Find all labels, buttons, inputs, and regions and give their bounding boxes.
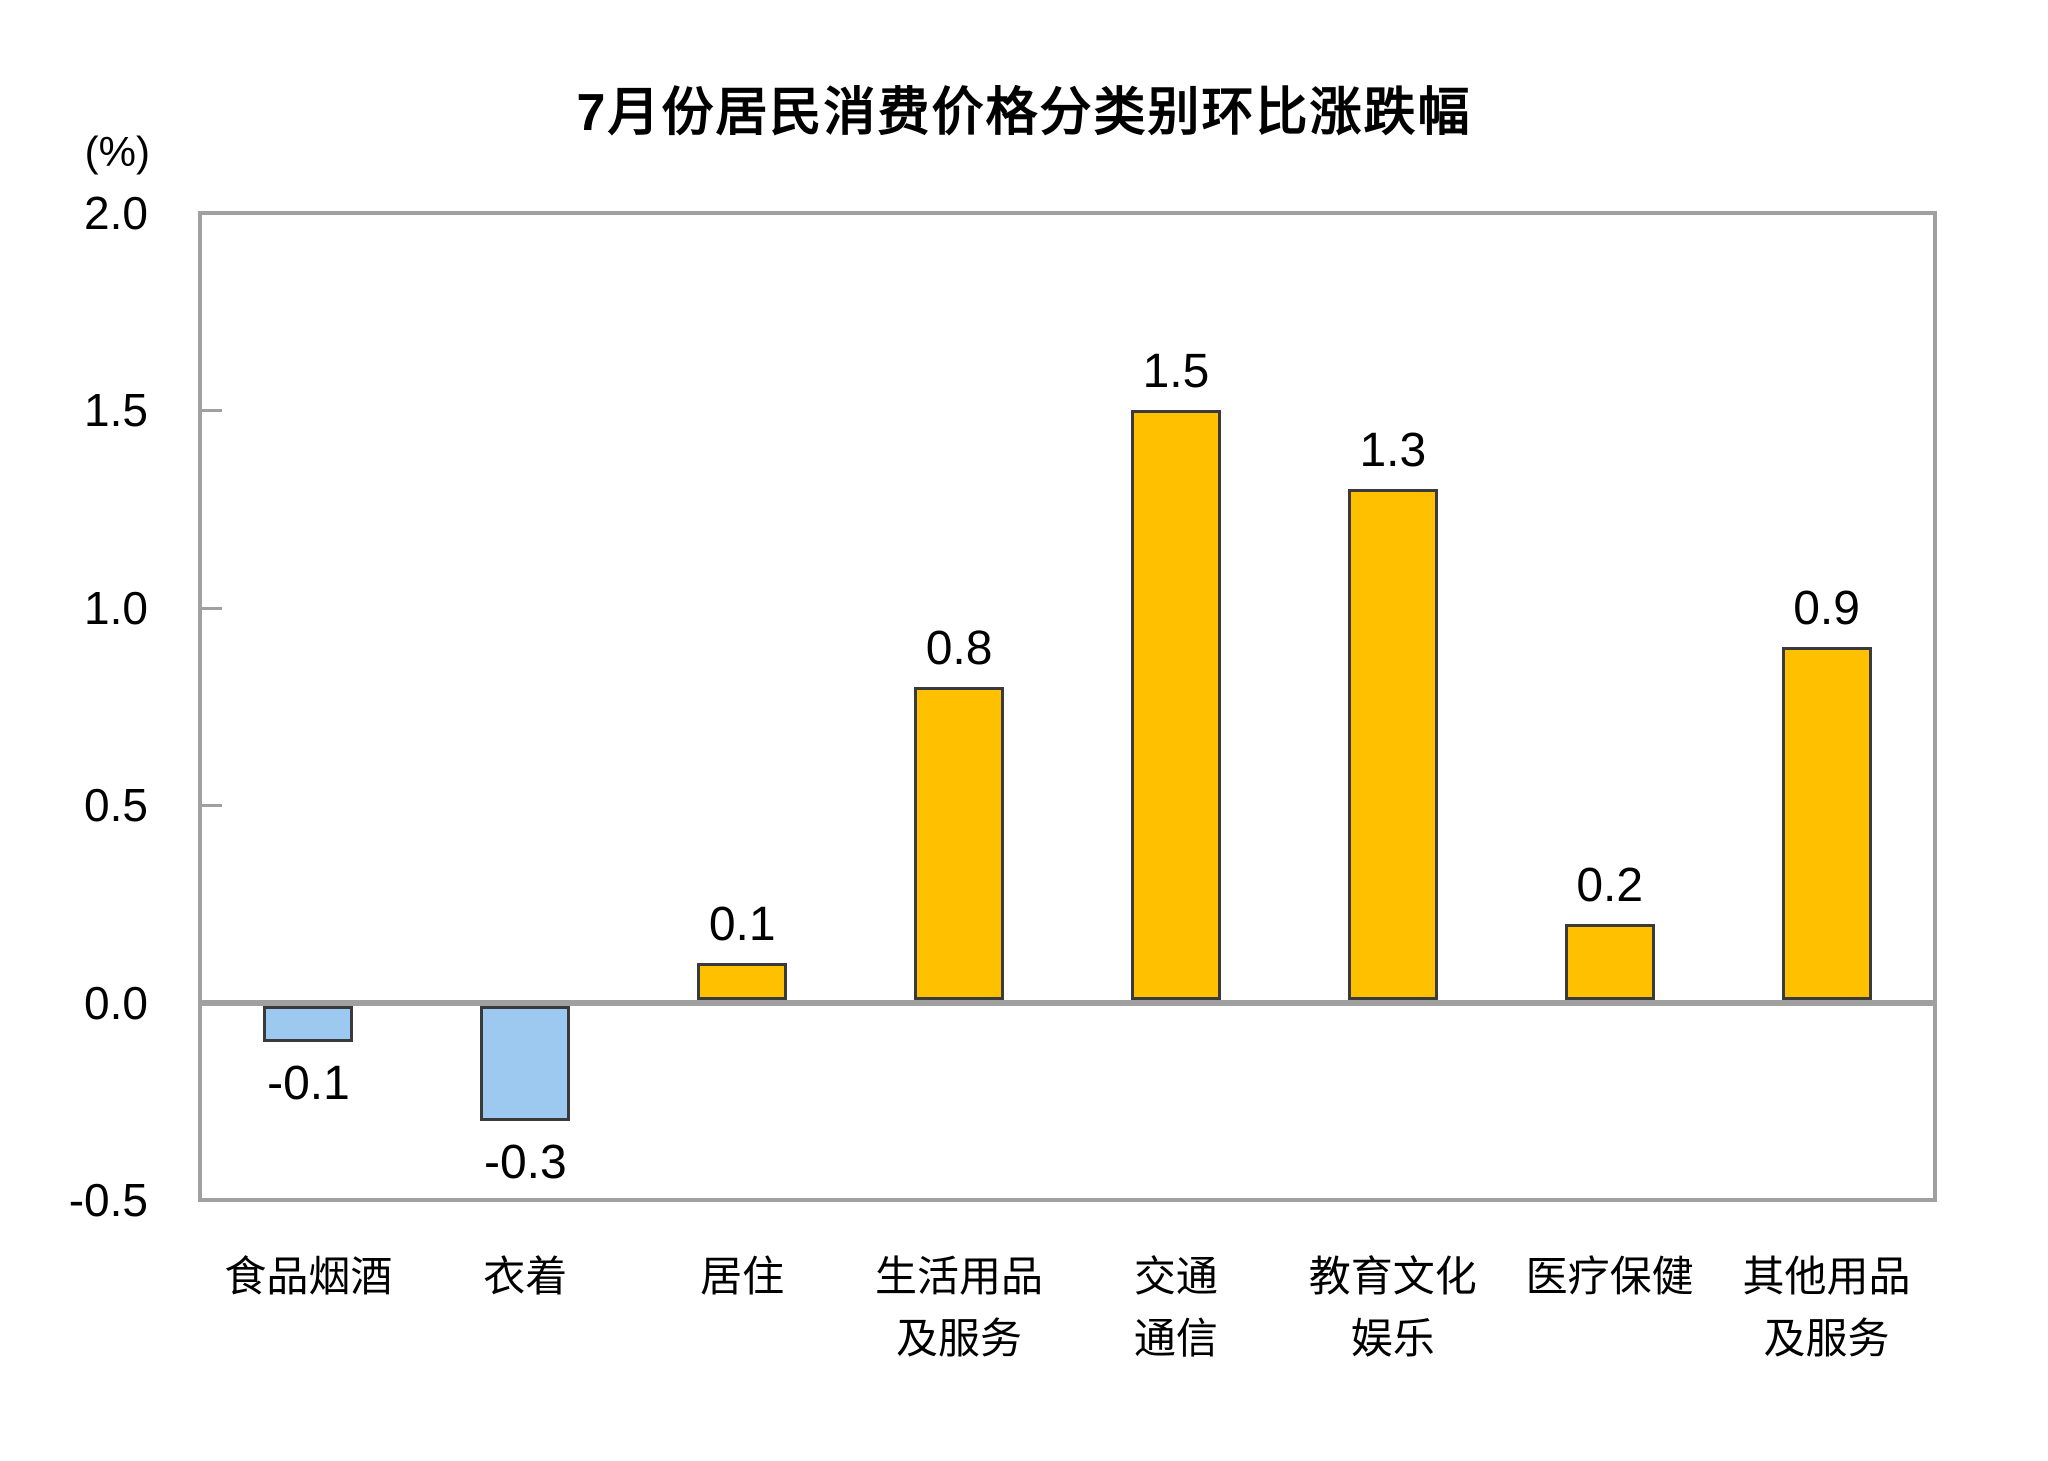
bar-value-label: 1.5	[1142, 345, 1210, 399]
bar	[1564, 923, 1655, 1000]
category-label: 食品烟酒	[200, 1246, 417, 1308]
category-label-line: 娱乐	[1350, 1315, 1435, 1362]
category-label: 其他用品 及服务	[1718, 1246, 1935, 1370]
bar-value-label: 0.2	[1576, 858, 1644, 912]
y-axis-tick-label: 1.0	[84, 581, 148, 634]
bar-value-label: -0.3	[483, 1136, 567, 1190]
category-label-line: 衣着	[483, 1253, 568, 1300]
bar	[697, 963, 788, 1000]
category-label-line: 交通	[1133, 1253, 1218, 1300]
bar	[1130, 410, 1221, 1000]
bar	[480, 1005, 571, 1122]
bar-value-label: 0.1	[708, 898, 776, 952]
category-label-line: 通信	[1133, 1315, 1218, 1362]
bar	[263, 1005, 354, 1043]
category-label-line: 其他用品	[1742, 1253, 1911, 1300]
y-axis-unit-label: (%)	[84, 128, 150, 175]
y-axis-tick-mark	[200, 606, 222, 610]
y-axis-tick-label: 0.0	[84, 976, 148, 1029]
y-axis-tick-mark	[200, 409, 222, 413]
y-axis-tick-label: 2.0	[84, 187, 148, 239]
bar	[1347, 489, 1438, 1000]
bar	[1781, 647, 1872, 1000]
zero-baseline	[200, 999, 1935, 1006]
y-axis-tick-label: 0.5	[84, 779, 148, 832]
category-label-line: 居住	[700, 1253, 785, 1300]
category-label-line: 及服务	[1763, 1315, 1890, 1362]
category-label: 生活用品 及服务	[851, 1246, 1068, 1370]
chart-title: 7月份居民消费价格分类别环比涨跌幅	[576, 84, 1472, 142]
category-label-line: 医疗保健	[1525, 1253, 1694, 1300]
y-axis-tick-mark	[200, 804, 222, 808]
category-label-line: 生活用品	[875, 1253, 1044, 1300]
bar	[914, 686, 1005, 1000]
category-label-line: 教育文化	[1308, 1253, 1477, 1300]
y-axis-tick-label: 1.5	[84, 384, 148, 437]
bar-value-label: 0.8	[925, 621, 993, 675]
category-label: 衣着	[417, 1246, 634, 1308]
category-label-line: 及服务	[896, 1315, 1023, 1362]
category-label: 交通 通信	[1068, 1246, 1285, 1370]
bar-value-label: 0.9	[1793, 582, 1860, 636]
category-label-line: 食品烟酒	[224, 1253, 393, 1300]
bar-value-label: 1.3	[1359, 424, 1427, 478]
category-label: 居住	[634, 1246, 851, 1308]
plot-frame	[198, 211, 1937, 1202]
category-label: 教育文化 娱乐	[1284, 1246, 1501, 1370]
y-axis-tick-label: -0.5	[68, 1174, 148, 1226]
category-label: 医疗保健	[1501, 1246, 1718, 1308]
bar-value-label: -0.1	[267, 1057, 350, 1111]
